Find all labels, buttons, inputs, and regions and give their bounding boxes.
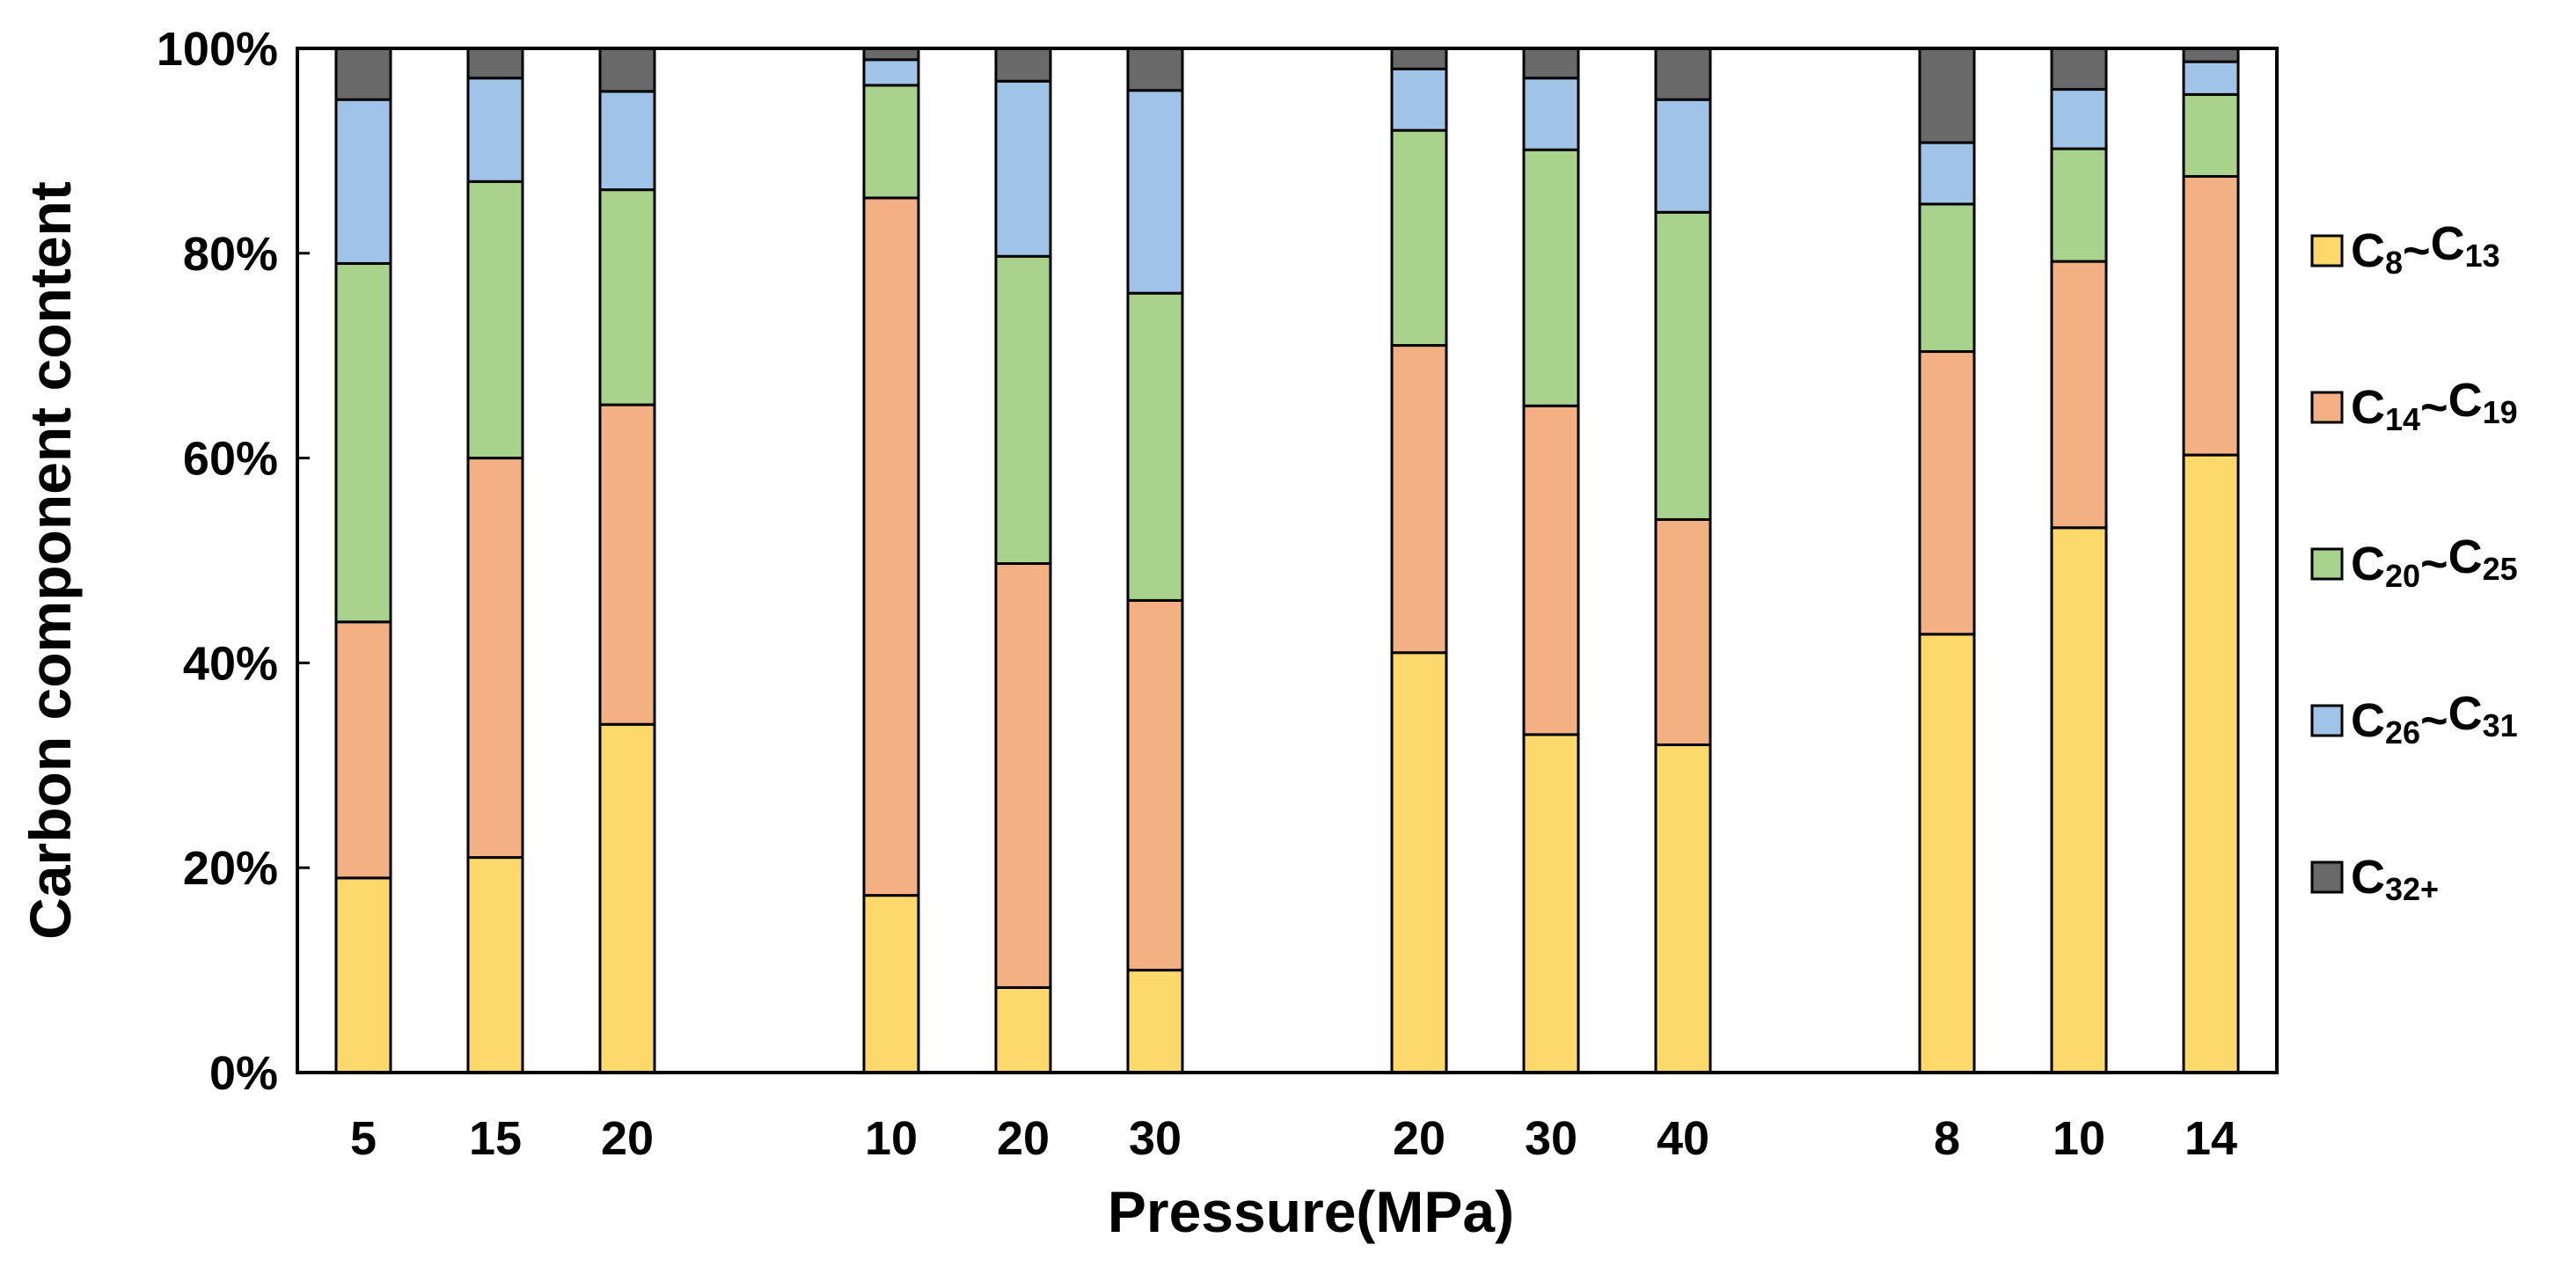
bar-segment-2-series-5	[466, 47, 524, 80]
y-tick-label: 100%	[157, 23, 278, 76]
bar-segment-5-series-3	[994, 254, 1052, 565]
legend-swatch-3	[2310, 547, 2344, 581]
bar-segment-7-series-2	[1390, 344, 1448, 655]
bar-segment-2-series-3	[466, 179, 524, 460]
x-tick-label: 30	[1525, 1112, 1577, 1165]
bar-segment-6-series-2	[1126, 598, 1184, 972]
bar-segment-2-series-4	[466, 77, 524, 183]
bar-segment-6-series-4	[1126, 89, 1184, 295]
bar-segment-11-series-4	[2050, 88, 2108, 150]
bar-segment-2-series-1	[466, 856, 524, 1074]
bar-segment-1-series-5	[334, 47, 392, 101]
bar-segment-4-series-1	[862, 894, 920, 1074]
bar-segment-1-series-3	[334, 261, 392, 624]
bar-segment-3-series-4	[598, 90, 656, 192]
bar-segment-12-series-1	[2182, 453, 2240, 1074]
bar-segment-7-series-1	[1390, 651, 1448, 1074]
bar-segment-12-series-5	[2182, 47, 2240, 63]
bar-segment-6-series-1	[1126, 969, 1184, 1074]
bar-segment-12-series-4	[2182, 60, 2240, 96]
x-tick-label: 10	[2053, 1112, 2105, 1165]
x-tick-label: 15	[469, 1112, 522, 1165]
y-tick-label: 60%	[183, 433, 278, 486]
bar-segment-7-series-3	[1390, 128, 1448, 348]
bar-segment-8-series-3	[1522, 148, 1580, 407]
legend: C8~C13 C14~C19 C20~C25 C26~C31 C32+	[2310, 217, 2518, 907]
bar-segment-3-series-5	[598, 47, 656, 93]
bar-segment-11-series-5	[2050, 47, 2108, 92]
bar-segment-10-series-5	[1918, 47, 1976, 144]
bar-segment-7-series-4	[1390, 67, 1448, 132]
y-axis-title: Carbon component content	[18, 181, 83, 940]
x-tick-label: 8	[1934, 1112, 1960, 1165]
bar-segment-8-series-4	[1522, 77, 1580, 151]
plot-frame	[296, 47, 2279, 1074]
bar-segment-5-series-4	[994, 79, 1052, 258]
bar-segment-11-series-1	[2050, 526, 2108, 1074]
legend-label-4: C26~C31	[2351, 687, 2518, 751]
legend-swatch-2	[2310, 391, 2344, 424]
bar-segment-8-series-5	[1522, 47, 1580, 80]
legend-label-3: C20~C25	[2351, 531, 2518, 594]
bar-segment-6-series-3	[1126, 291, 1184, 602]
bar-segment-11-series-2	[2050, 260, 2108, 530]
bar-segment-12-series-3	[2182, 92, 2240, 178]
legend-label-5: C32+	[2351, 851, 2439, 907]
bar-segment-1-series-4	[334, 98, 392, 265]
x-tick-label: 14	[2184, 1112, 2237, 1165]
bar-segment-8-series-2	[1522, 404, 1580, 736]
bar-segment-8-series-1	[1522, 733, 1580, 1074]
bar-segment-9-series-5	[1654, 47, 1712, 101]
legend-label-1: C8~C13	[2351, 217, 2500, 281]
bar-segment-10-series-1	[1918, 633, 1976, 1074]
x-axis-title: Pressure(MPa)	[1108, 1179, 1514, 1244]
legend-swatch-1	[2310, 234, 2344, 267]
bar-segment-9-series-2	[1654, 517, 1712, 747]
bar-segment-6-series-5	[1126, 47, 1184, 92]
bar-segment-5-series-5	[994, 47, 1052, 83]
legend-swatch-5	[2310, 861, 2344, 894]
bar-segment-10-series-3	[1918, 202, 1976, 354]
bars-layer	[334, 47, 2240, 1074]
bar-segment-10-series-2	[1918, 350, 1976, 636]
y-tick-label: 0%	[209, 1047, 278, 1100]
legend-label-2: C14~C19	[2351, 374, 2518, 437]
bar-segment-9-series-3	[1654, 210, 1712, 521]
x-tick-label: 5	[350, 1112, 377, 1165]
x-tick-label: 20	[601, 1112, 654, 1165]
bar-segment-5-series-2	[994, 561, 1052, 989]
x-tick-label: 20	[1393, 1112, 1445, 1165]
bar-segment-4-series-2	[862, 196, 920, 897]
y-tick-label: 80%	[183, 228, 278, 281]
bar-segment-4-series-3	[862, 84, 920, 200]
y-tick-label: 20%	[183, 842, 278, 895]
x-tick-label: 30	[1129, 1112, 1182, 1165]
y-axis: 0% 20% 40% 60% 80% 100%	[157, 23, 310, 1100]
bar-segment-12-series-2	[2182, 175, 2240, 457]
x-tick-label: 40	[1657, 1112, 1709, 1165]
bar-segment-10-series-4	[1918, 141, 1976, 206]
y-tick-label: 40%	[183, 637, 278, 690]
bar-segment-4-series-4	[862, 58, 920, 87]
bar-segment-9-series-4	[1654, 98, 1712, 214]
bar-segment-11-series-3	[2050, 147, 2108, 263]
bar-segment-1-series-1	[334, 876, 392, 1074]
bar-segment-2-series-2	[466, 457, 524, 860]
x-tick-label: 10	[865, 1112, 918, 1165]
bar-segment-7-series-5	[1390, 47, 1448, 70]
x-axis: 5 15 20 10 20 30 20 30 40 8 10 14	[350, 1112, 2237, 1165]
bar-segment-9-series-1	[1654, 743, 1712, 1074]
bar-segment-3-series-2	[598, 403, 656, 726]
bar-segment-3-series-3	[598, 188, 656, 406]
x-tick-label: 20	[997, 1112, 1050, 1165]
legend-swatch-4	[2310, 704, 2344, 737]
bar-segment-3-series-1	[598, 722, 656, 1074]
bar-segment-5-series-1	[994, 985, 1052, 1074]
bar-segment-1-series-2	[334, 620, 392, 880]
